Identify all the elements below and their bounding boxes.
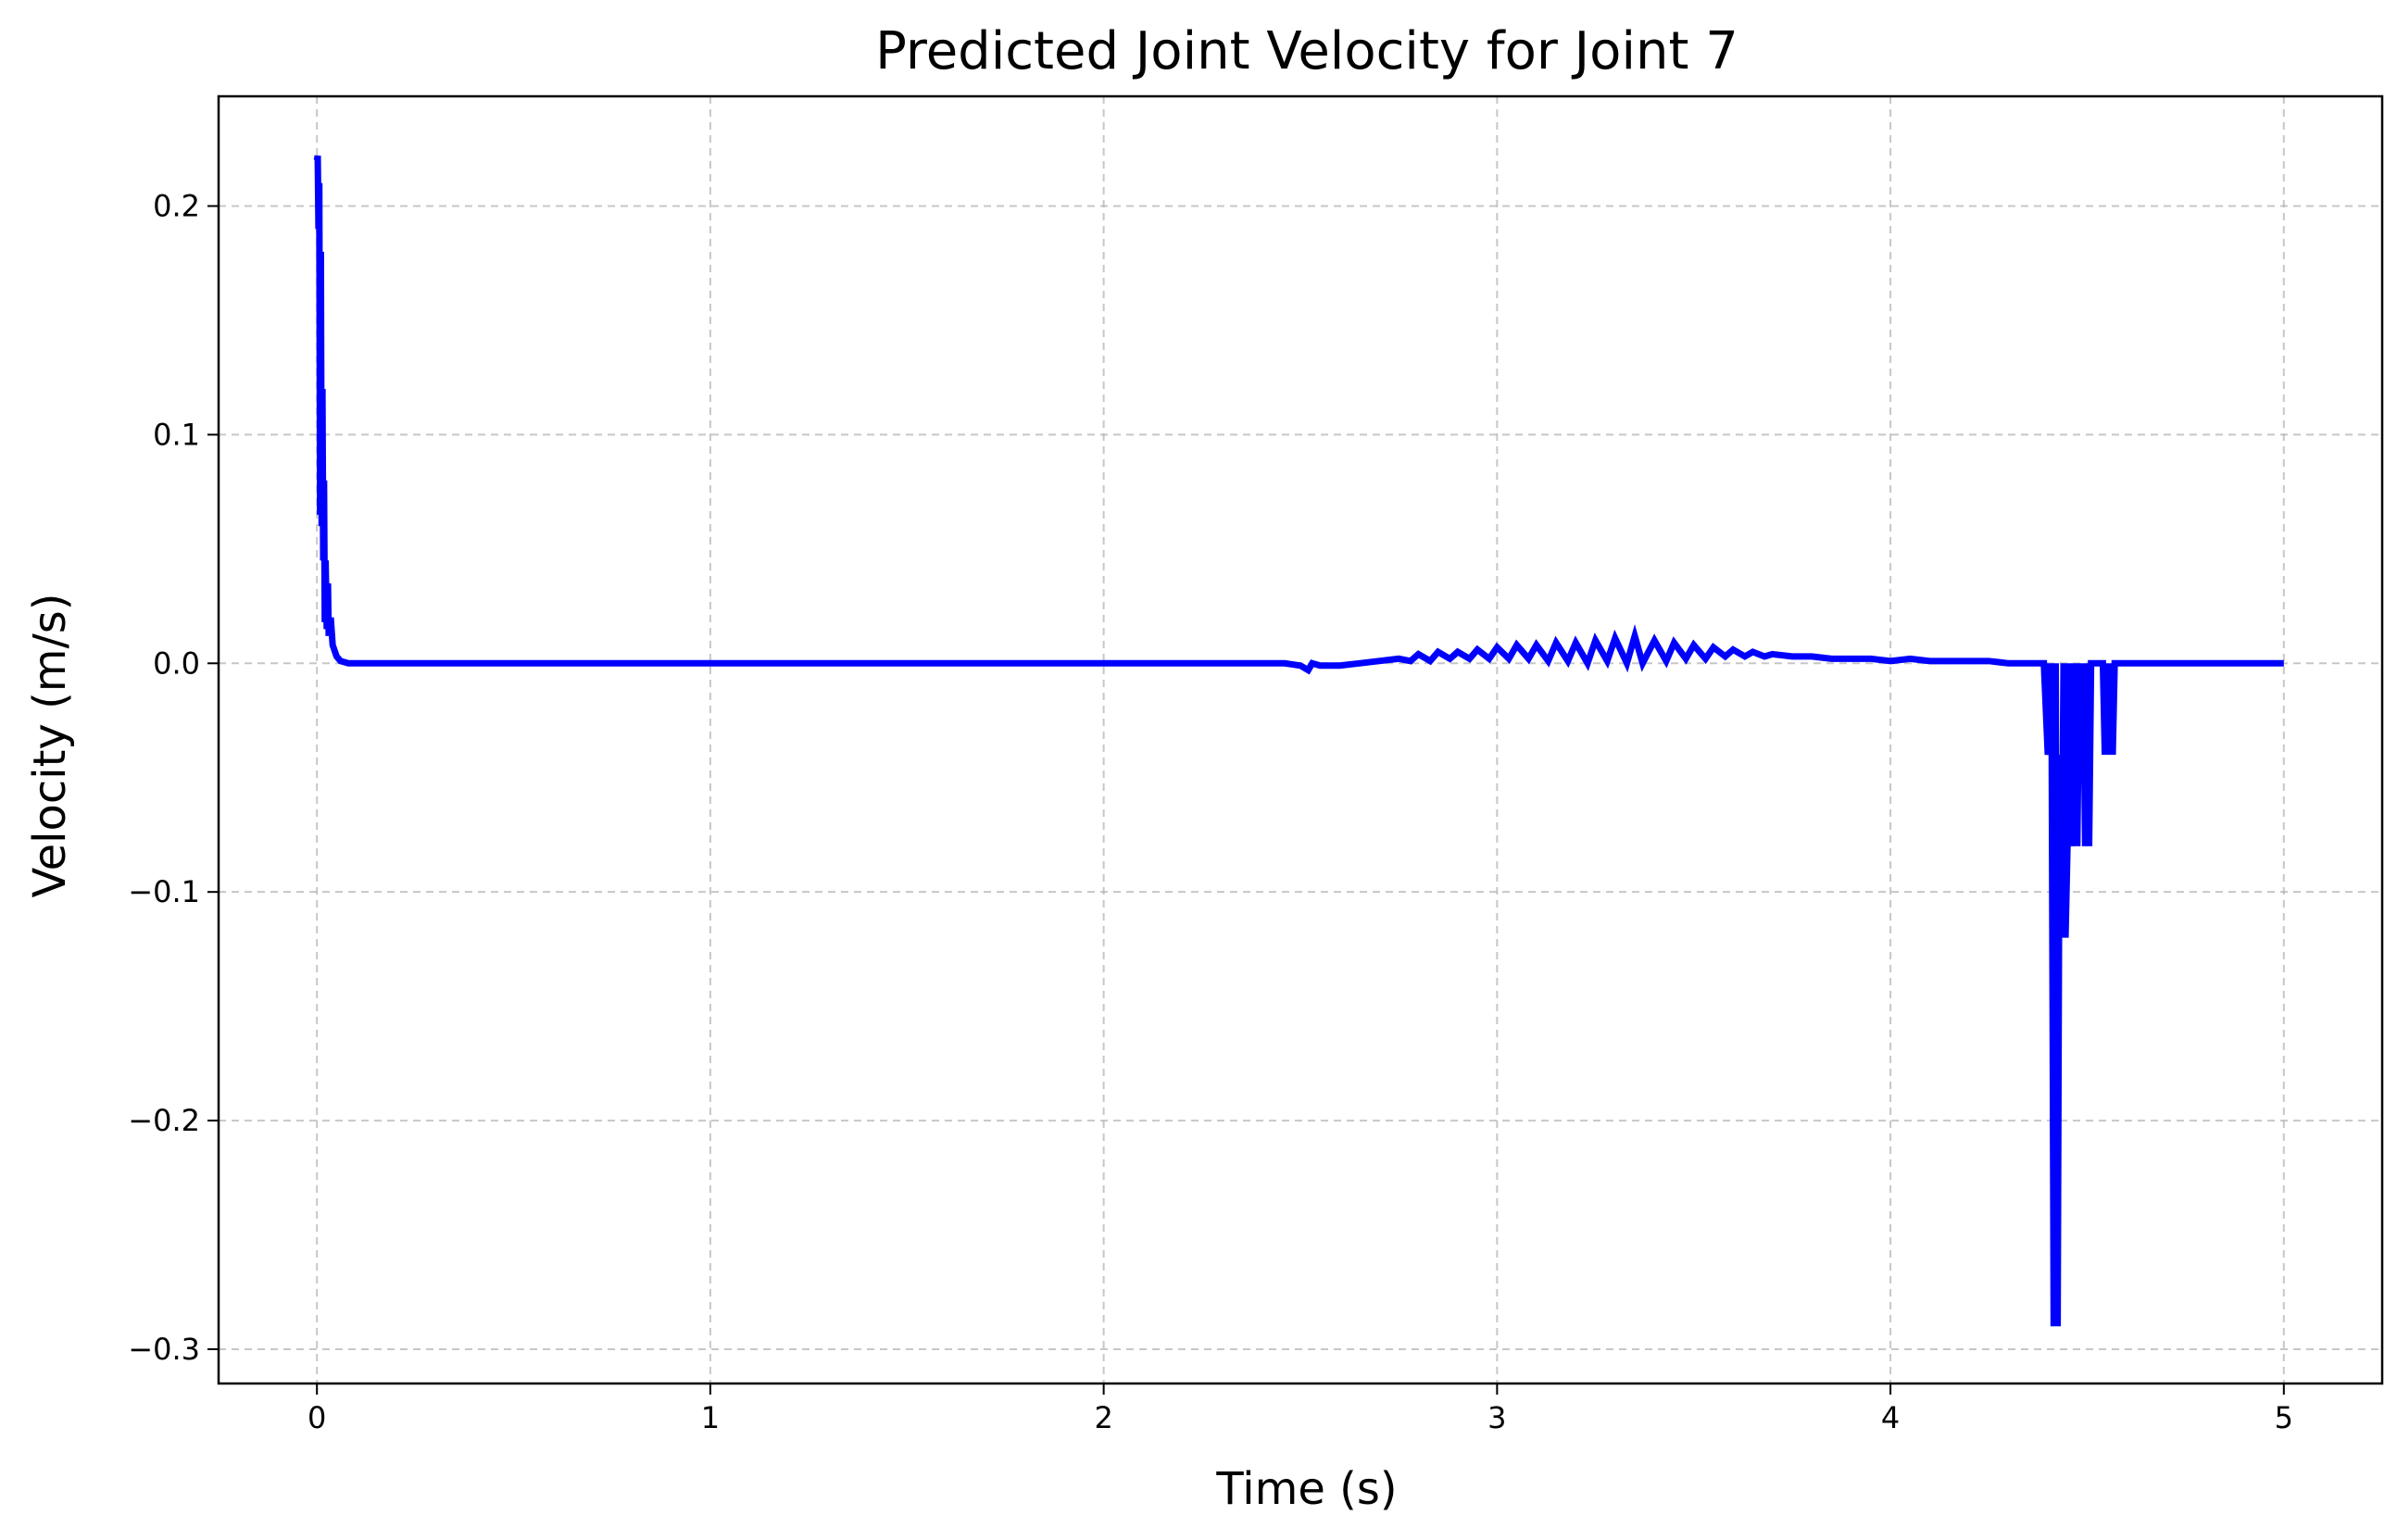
plot-frame xyxy=(217,94,2384,1385)
x-tick-label: 5 xyxy=(2275,1400,2293,1435)
y-tick-label: −0.1 xyxy=(128,874,200,909)
y-tick-label: 0.0 xyxy=(153,645,200,681)
x-tick-label: 4 xyxy=(1881,1400,1900,1435)
y-axis-ticks: −0.3 −0.2 −0.1 0.0 0.1 0.2 xyxy=(128,189,219,1367)
y-tick-label: −0.3 xyxy=(128,1332,200,1367)
y-tick-label: −0.2 xyxy=(128,1103,200,1138)
x-axis-label: Time (s) xyxy=(1215,1463,1397,1515)
x-tick-label: 3 xyxy=(1487,1400,1506,1435)
x-tick-label: 1 xyxy=(701,1400,720,1435)
chart-title: Predicted Joint Velocity for Joint 7 xyxy=(875,21,1738,81)
y-axis-label: Velocity (m/s) xyxy=(24,594,76,898)
velocity-series-line xyxy=(313,155,2284,1327)
x-axis-ticks: 0 1 2 3 4 5 xyxy=(307,1383,2293,1435)
y-tick-label: 0.2 xyxy=(153,189,200,224)
plot-area xyxy=(313,155,2284,1327)
y-tick-label: 0.1 xyxy=(153,417,200,452)
x-tick-label: 0 xyxy=(307,1400,326,1435)
x-tick-label: 2 xyxy=(1094,1400,1112,1435)
